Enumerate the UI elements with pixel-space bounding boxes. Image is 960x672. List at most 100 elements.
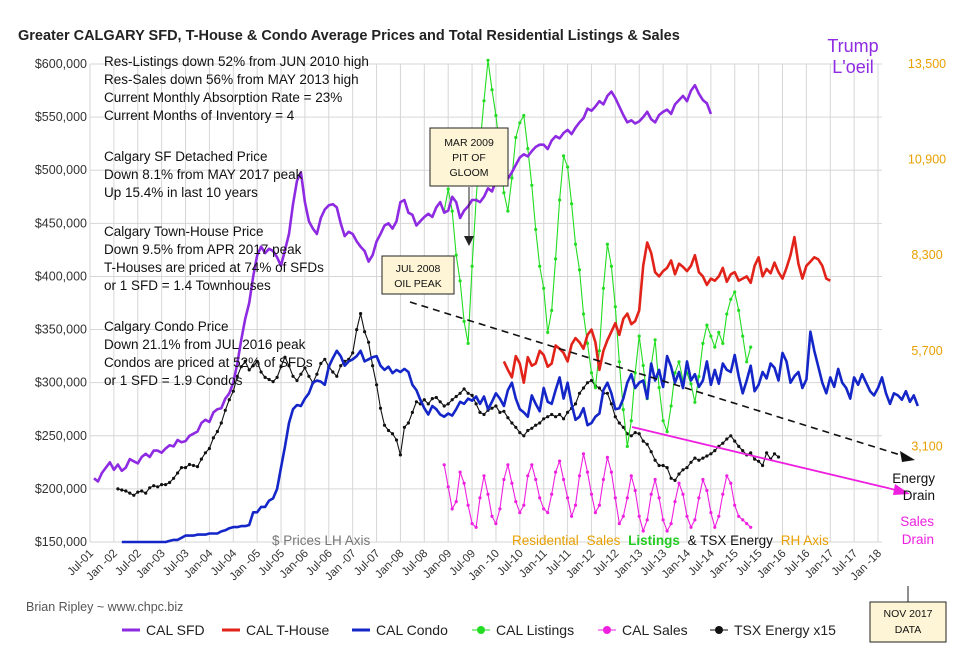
series-point [530,426,534,430]
series-point [609,264,614,268]
series-point [633,431,637,435]
series-point [172,476,176,480]
series-point [410,410,414,414]
series-point [737,308,741,312]
series-point [558,412,562,417]
series-point [617,522,621,526]
series-point [657,496,661,500]
mar-2009-callout: MAR 2009 PIT OF GLOOM [429,127,509,246]
series-point [227,398,231,402]
series-point [725,312,729,316]
nov-2017-line-2: DATA [895,624,921,636]
series-point [542,286,546,290]
series-cal-listings [442,58,753,448]
series-point [402,425,406,429]
series-point [474,525,478,529]
series-point [577,474,582,478]
series-point [140,489,144,493]
series-point [570,514,574,518]
series-point [697,496,701,500]
series-point [195,465,200,469]
series-point [550,412,554,417]
jul-2008-line-2: OIL PEAK [394,278,441,290]
series-point [562,477,566,482]
series-point [386,428,391,433]
series-point [597,503,602,507]
series-point [470,264,474,268]
sfd-line-2: Down 8.1% from MAY 2017 peak [104,167,303,182]
series-point [335,374,339,378]
series-line [121,330,920,544]
series-point [721,492,725,496]
series-point [219,421,223,425]
series-point [378,406,383,410]
series-point [367,340,371,344]
series-point [438,400,442,404]
legend-swatch [715,626,723,634]
series-point [705,488,709,493]
series-point [585,341,590,345]
series-point [279,365,283,369]
series-point [259,370,263,374]
series-point [187,462,192,467]
right-tick-label: 3,100 [911,439,942,453]
series-point [506,209,510,213]
series-point [291,374,295,378]
series-point [486,492,490,496]
series-point [375,383,379,387]
series-point [581,386,586,390]
legend-item: CAL Listings [472,622,574,638]
series-point [745,522,749,526]
series-point [776,455,781,459]
series-point [669,522,673,526]
series-point [414,400,418,404]
series-point [573,242,578,246]
series-point [442,463,446,467]
series-point [633,488,637,493]
th-line-2: Down 9.5% from APR 2017 peak [104,242,302,257]
series-point [757,459,761,463]
legend-label: CAL Condo [376,622,448,638]
th-line-4: or 1 SFD = 1.4 Townhouses [104,278,271,293]
series-point [518,121,522,125]
series-point [681,468,685,472]
series-point [287,364,291,368]
series-point [721,341,725,345]
legend-label: CAL SFD [146,622,205,638]
series-point [223,408,227,412]
series-point [745,360,749,364]
left-tick-label: $600,000 [35,57,87,71]
series-point [713,345,717,349]
series-point [566,410,570,414]
mar-2009-line-1: MAR 2009 [444,137,494,149]
series-point [729,481,733,485]
series-point [689,460,693,464]
jul-2008-line-1: JUL 2008 [396,263,441,275]
series-point [502,191,506,195]
series-point [518,510,522,515]
series-cal-sales [442,452,753,533]
series-point [589,492,594,496]
series-point [494,522,498,526]
series-point [120,488,124,492]
series-point [617,421,621,425]
energy-drain-trendline [409,301,911,459]
series-point [255,359,259,363]
series-point [490,88,494,92]
series-point [725,437,729,441]
series-point [593,386,598,390]
series-point [693,456,697,460]
series-point [625,444,629,448]
stats-line-3: Current Monthly Absorption Rate = 23% [104,90,342,105]
series-point [450,507,454,511]
townhouse-annotation: Calgary Town-House Price Down 9.5% from … [104,224,324,293]
series-point [502,477,506,482]
left-tick-label: $150,000 [35,535,87,549]
series-point [382,423,387,427]
series-point [597,349,602,353]
series-point [136,490,140,494]
series-point [446,187,450,191]
chart-title: Greater CALGARY SFD, T-House & Condo Ave… [18,28,680,44]
right-tick-label: 5,700 [911,344,942,358]
